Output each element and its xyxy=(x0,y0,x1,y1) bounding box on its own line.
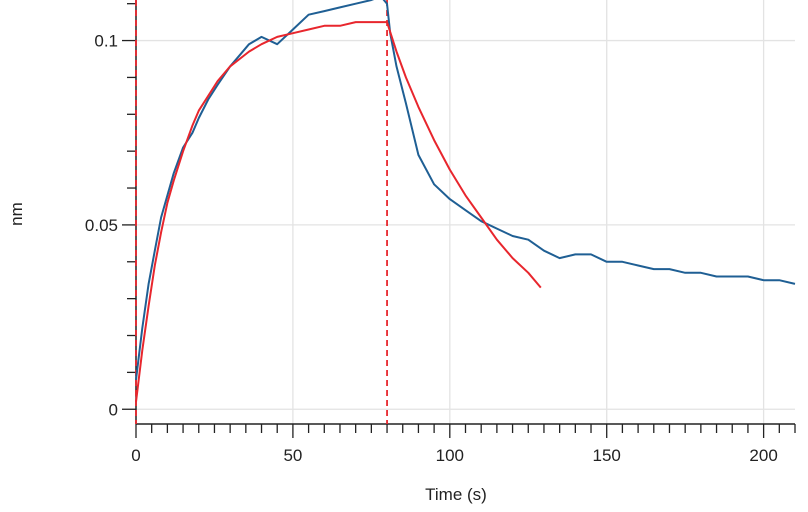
x-tick-label: 200 xyxy=(749,446,777,465)
x-axis-label: Time (s) xyxy=(425,485,487,504)
y-axis-label: nm xyxy=(7,202,26,226)
fitted-curve-line xyxy=(135,21,542,403)
tick-labels: 0 50 100 150 200 0 0.05 0.1 xyxy=(85,32,778,465)
axes xyxy=(122,0,796,438)
x-tick-label: 150 xyxy=(593,446,621,465)
y-tick-label: 0 xyxy=(109,400,118,419)
x-tick-label: 0 xyxy=(131,446,140,465)
grid xyxy=(136,0,795,424)
y-tick-label: 0.05 xyxy=(85,216,118,235)
x-tick-label: 50 xyxy=(283,446,302,465)
x-tick-label: 100 xyxy=(436,446,464,465)
data-series xyxy=(135,0,796,403)
injection-markers xyxy=(135,0,388,424)
y-tick-label: 0.1 xyxy=(94,32,118,51)
measured-data-line xyxy=(135,0,796,380)
